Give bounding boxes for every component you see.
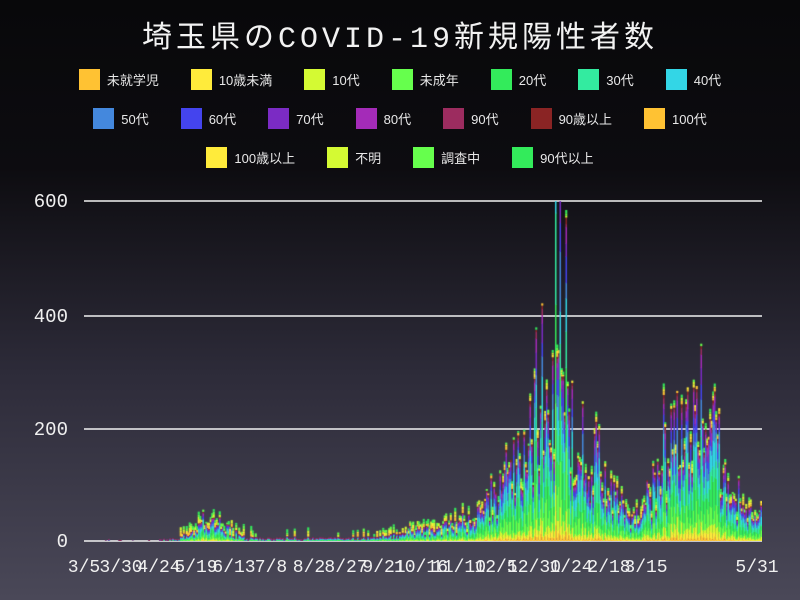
svg-text:7/8: 7/8 <box>255 558 287 578</box>
svg-text:8/2: 8/2 <box>293 558 325 578</box>
svg-text:1/24: 1/24 <box>549 558 592 578</box>
svg-text:5/31: 5/31 <box>735 558 778 578</box>
svg-text:200: 200 <box>34 419 68 441</box>
svg-text:6/13: 6/13 <box>212 558 255 578</box>
svg-text:3/5: 3/5 <box>68 558 100 578</box>
svg-text:5/19: 5/19 <box>174 558 217 578</box>
svg-text:600: 600 <box>34 191 68 213</box>
svg-text:3/15: 3/15 <box>624 558 667 578</box>
svg-text:3/30: 3/30 <box>99 558 142 578</box>
svg-text:400: 400 <box>34 306 68 328</box>
svg-text:8/27: 8/27 <box>324 558 367 578</box>
svg-text:0: 0 <box>57 531 68 553</box>
